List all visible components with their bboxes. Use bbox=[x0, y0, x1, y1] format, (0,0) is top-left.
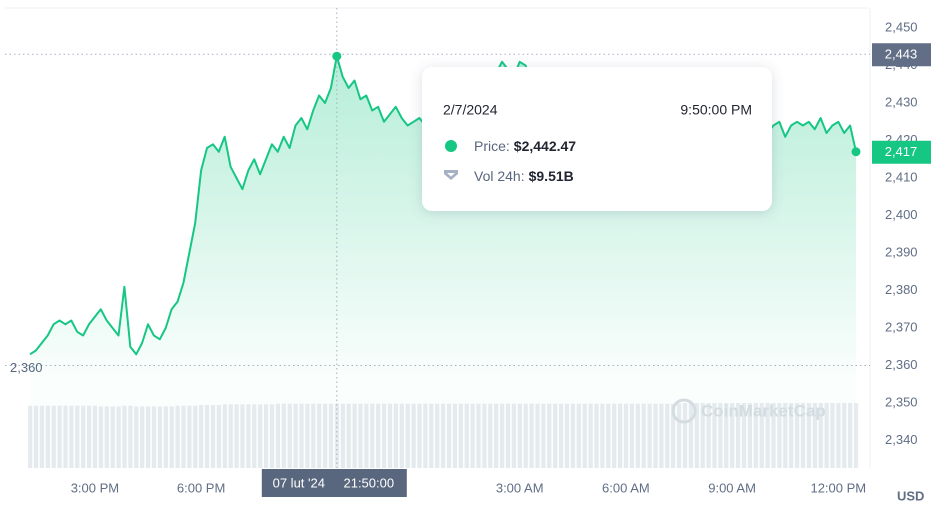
tooltip-price-row: Price: $2,442.47 bbox=[474, 138, 576, 154]
crosshair-date: 07 lut '24 bbox=[273, 475, 325, 490]
x-tick-label: 6:00 AM bbox=[602, 480, 650, 495]
x-tick-label: 3:00 AM bbox=[496, 480, 544, 495]
crosshair-y-badge bbox=[872, 43, 931, 67]
background-layer bbox=[5, 7, 871, 468]
y-tick-label: 2,410 bbox=[885, 169, 918, 184]
tooltip-volume: $9.51B bbox=[529, 168, 574, 184]
y-tick-label: 2,430 bbox=[885, 94, 918, 109]
axis-unit: USD bbox=[897, 488, 924, 503]
crosshair-x-badge bbox=[261, 469, 407, 497]
tooltip-price-dot bbox=[445, 140, 457, 152]
hover-dot bbox=[332, 51, 342, 61]
y-tick-label: 2,380 bbox=[885, 282, 918, 297]
crosshair-price: 2,443 bbox=[885, 47, 918, 62]
tooltip-date: 2/7/2024 bbox=[443, 102, 498, 118]
y-tick-label: 2,400 bbox=[885, 207, 918, 222]
last-price-dot bbox=[851, 147, 861, 157]
y-tick-label: 2,370 bbox=[885, 319, 918, 334]
last-price: 2,417 bbox=[885, 144, 918, 159]
volume-bar bbox=[854, 403, 859, 468]
y-tick-label: 2,360 bbox=[885, 357, 918, 372]
tooltip-volume-icon bbox=[444, 170, 458, 180]
tooltip-price: $2,442.47 bbox=[514, 138, 576, 154]
y-tick-label: 2,450 bbox=[885, 19, 918, 34]
y-tick-label: 2,340 bbox=[885, 432, 918, 447]
y-tick-label: 2,350 bbox=[885, 394, 918, 409]
overlay-layer: 07 lut '24 21:50:00 2,443 2,417 2/7/2024 9:50… bbox=[5, 8, 931, 497]
x-tick-label: 12:00 PM bbox=[810, 480, 866, 495]
last-price-badge bbox=[872, 140, 931, 164]
crosshair-time: 21:50:00 bbox=[343, 475, 394, 490]
tooltip-box bbox=[422, 67, 772, 211]
x-tick-label: 6:00 PM bbox=[177, 480, 225, 495]
tooltip-price-name: Price: bbox=[474, 138, 510, 154]
tooltip-volume-name: Vol 24h: bbox=[474, 168, 525, 184]
tooltip-volume-row: Vol 24h: $9.51B bbox=[474, 168, 574, 184]
tooltip-time: 9:50:00 PM bbox=[680, 102, 752, 118]
x-tick-label: 9:00 AM bbox=[708, 480, 756, 495]
y-tick-label: 2,390 bbox=[885, 244, 918, 259]
x-tick-label: 3:00 PM bbox=[71, 480, 119, 495]
